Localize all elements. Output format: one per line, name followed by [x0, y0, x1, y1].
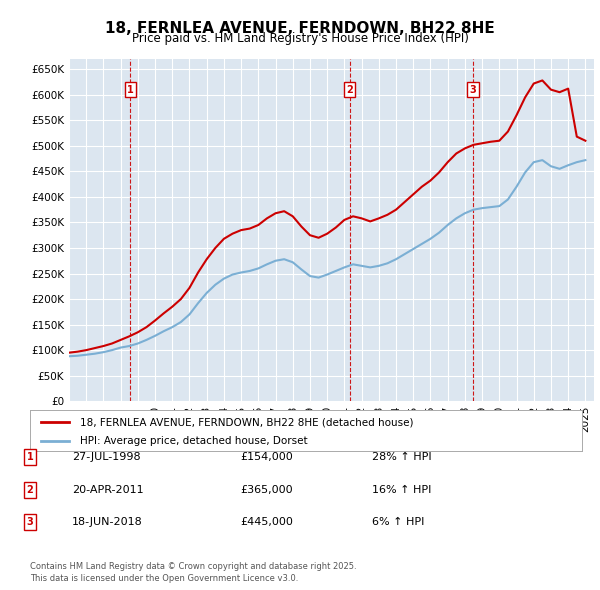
Text: Price paid vs. HM Land Registry's House Price Index (HPI): Price paid vs. HM Land Registry's House …: [131, 32, 469, 45]
Text: HPI: Average price, detached house, Dorset: HPI: Average price, detached house, Dors…: [80, 436, 307, 446]
Text: 3: 3: [26, 517, 34, 527]
Text: 1: 1: [26, 453, 34, 462]
Text: 16% ↑ HPI: 16% ↑ HPI: [372, 485, 431, 494]
Text: 18, FERNLEA AVENUE, FERNDOWN, BH22 8HE: 18, FERNLEA AVENUE, FERNDOWN, BH22 8HE: [105, 21, 495, 35]
Text: 2: 2: [26, 485, 34, 494]
Text: 20-APR-2011: 20-APR-2011: [72, 485, 143, 494]
Text: 2: 2: [346, 84, 353, 94]
Text: Contains HM Land Registry data © Crown copyright and database right 2025.
This d: Contains HM Land Registry data © Crown c…: [30, 562, 356, 583]
Text: 18, FERNLEA AVENUE, FERNDOWN, BH22 8HE (detached house): 18, FERNLEA AVENUE, FERNDOWN, BH22 8HE (…: [80, 418, 413, 427]
Text: 27-JUL-1998: 27-JUL-1998: [72, 453, 140, 462]
Text: 6% ↑ HPI: 6% ↑ HPI: [372, 517, 424, 527]
Text: 18-JUN-2018: 18-JUN-2018: [72, 517, 143, 527]
Text: £365,000: £365,000: [240, 485, 293, 494]
Text: 1: 1: [127, 84, 134, 94]
Text: 3: 3: [469, 84, 476, 94]
Text: £445,000: £445,000: [240, 517, 293, 527]
Text: 28% ↑ HPI: 28% ↑ HPI: [372, 453, 431, 462]
Text: £154,000: £154,000: [240, 453, 293, 462]
